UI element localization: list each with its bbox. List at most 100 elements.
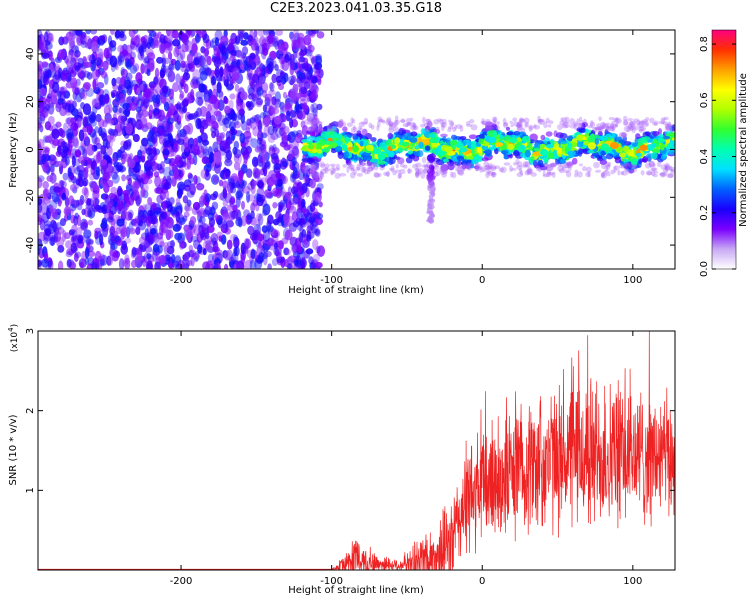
spectrogram-noise-mark — [267, 125, 275, 136]
spectrogram-noise-mark — [118, 107, 127, 114]
spectrogram-noise-mark — [39, 112, 46, 125]
spectrogram-halo-mark — [646, 170, 652, 176]
spectrogram-noise-mark — [278, 240, 284, 249]
spectrogram-noise-mark — [250, 98, 256, 108]
spectrogram-noise-mark — [223, 250, 231, 261]
spectrogram-halo-mark — [503, 122, 509, 127]
spectrogram-noise-mark — [57, 144, 62, 156]
spectrogram-noise-mark — [236, 49, 243, 59]
spectrogram-halo-mark — [662, 167, 669, 174]
spectrogram-halo-mark — [469, 119, 475, 124]
spectrogram-halo-mark — [664, 125, 670, 132]
spectrogram-halo-mark — [530, 172, 537, 177]
spectrogram-noise-mark — [49, 163, 55, 173]
spectrogram-noise-mark — [88, 209, 93, 218]
spectrogram-noise-mark — [71, 155, 76, 168]
spectrogram-noise-mark — [291, 243, 297, 254]
spectrogram-halo-mark — [524, 170, 531, 176]
spectrogram-noise-mark — [193, 174, 198, 185]
spectrogram-noise-mark — [53, 186, 61, 193]
spectrogram-noise-mark — [135, 226, 141, 236]
spectrogram-noise-mark — [116, 91, 124, 100]
spectrogram-halo-mark — [363, 168, 369, 175]
spectrogram-halo-mark — [413, 123, 417, 129]
spectrogram-halo-mark — [394, 169, 401, 173]
spectrogram-signal-mark — [430, 133, 436, 138]
spectrogram-noise-mark — [102, 172, 110, 182]
spectrogram-noise-mark — [228, 210, 236, 221]
spectrogram-noise-mark — [179, 49, 186, 61]
spectrogram-halo-mark — [339, 123, 343, 129]
spectrogram-signal-mark — [636, 152, 642, 157]
spectrogram-noise-mark — [49, 155, 58, 166]
spectrogram-halo-mark — [349, 171, 356, 179]
spectrogram-halo-mark — [606, 172, 611, 177]
spectrogram-halo-mark — [528, 125, 533, 132]
spectrogram-signal-mark — [344, 136, 350, 145]
spectrogram-noise-mark — [313, 113, 318, 120]
spectrogram-signal-mark — [405, 156, 413, 164]
spectrogram-noise-mark — [173, 255, 182, 267]
spectrogram-noise-mark — [138, 236, 146, 245]
spectrogram-noise-mark — [210, 205, 216, 217]
spectrogram-noise-mark — [192, 201, 201, 211]
spectrogram-dip-mark — [428, 217, 434, 224]
spectrogram-halo-mark — [664, 164, 671, 171]
spectrogram-noise-mark — [256, 187, 265, 197]
spectrogram-noise-mark — [67, 167, 72, 177]
spectrogram-signal-mark — [410, 131, 418, 137]
spectrogram-signal-mark — [479, 133, 485, 140]
spectrogram-halo-mark — [627, 123, 633, 130]
spectrogram-noise-mark — [232, 67, 241, 74]
spectrogram-noise-mark — [50, 163, 55, 176]
spectrogram-noise-mark — [273, 229, 280, 239]
spectrogram-noise-mark — [154, 73, 160, 86]
spectrogram-halo-mark — [626, 125, 631, 133]
spectrogram-signal-mark — [609, 142, 619, 150]
spectrogram-noise-mark — [298, 50, 306, 57]
spectrogram-halo-mark — [374, 172, 380, 178]
spectrogram-noise-mark — [64, 196, 70, 208]
spectrogram-noise-mark — [197, 97, 204, 107]
spectrogram-noise-mark — [277, 44, 285, 52]
spectrogram-halo-mark — [398, 172, 402, 179]
spectrogram-noise-mark — [95, 166, 100, 177]
spectrogram-noise-mark — [158, 37, 166, 44]
spectrogram-noise-mark — [243, 59, 249, 71]
spectrogram-noise-mark — [163, 158, 172, 165]
spectrogram-noise-mark — [84, 116, 93, 127]
spectrogram-noise-mark — [311, 117, 320, 126]
spectrogram-noise-mark — [267, 61, 275, 73]
spectrogram-halo-mark — [491, 171, 496, 178]
spectrogram-halo-mark — [319, 172, 325, 179]
spectrogram-signal-mark — [506, 131, 514, 136]
spectrogram-halo-mark — [648, 160, 655, 168]
spectrogram-noise-mark — [131, 180, 140, 193]
spectrogram-signal-mark — [456, 155, 465, 162]
spectrogram-halo-mark — [456, 124, 462, 129]
spectrogram-noise-mark — [50, 94, 58, 105]
spectrogram-signal-mark — [440, 133, 448, 138]
spectrogram-halo-mark — [347, 162, 353, 169]
spectrogram-noise-mark — [77, 234, 84, 243]
spectrogram-halo-mark — [480, 120, 485, 124]
spectrogram-signal-mark — [336, 120, 344, 128]
spectrogram-noise-mark — [250, 120, 257, 130]
spectrogram-noise-mark — [48, 50, 53, 61]
spectrogram-noise-mark — [62, 172, 69, 181]
spectrogram-halo-mark — [670, 127, 675, 132]
spectrogram-noise-mark — [257, 181, 264, 189]
spectrogram-noise-mark — [263, 125, 270, 137]
spectrogram-noise-mark — [84, 246, 90, 259]
spectrogram-halo-mark — [399, 119, 406, 123]
spectrogram-noise-mark — [162, 149, 170, 156]
spectrogram-halo-mark — [613, 165, 617, 173]
spectrogram-noise-mark — [253, 158, 258, 167]
spectrogram-signal-mark — [495, 142, 504, 147]
spectrogram-noise-mark — [77, 156, 86, 164]
spectrogram-signal-mark — [343, 151, 350, 159]
spectrogram-noise-mark — [235, 196, 241, 208]
spectrogram-noise-mark — [65, 240, 73, 249]
spectrogram-noise-mark — [250, 210, 255, 220]
